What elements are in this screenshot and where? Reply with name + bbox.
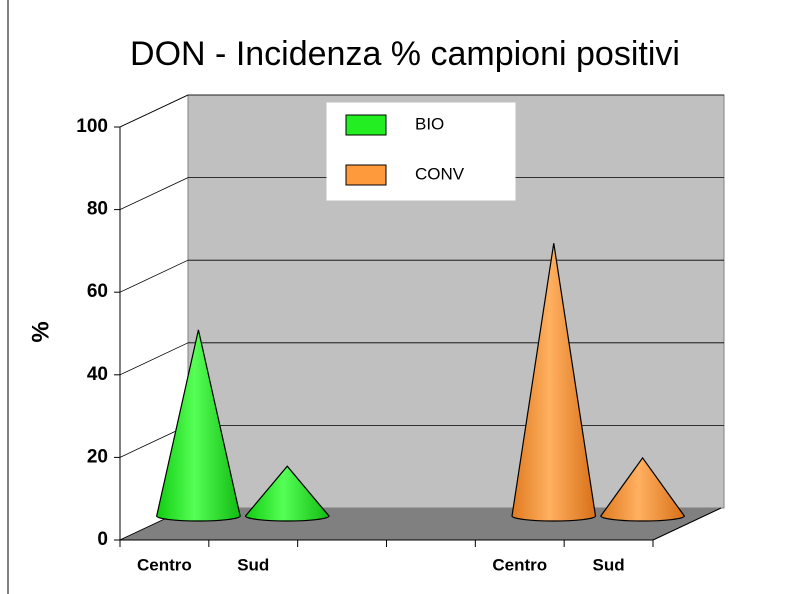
- cone: [244, 465, 330, 522]
- y-tick-label: 100: [76, 116, 108, 137]
- cone: [600, 456, 685, 522]
- cone: [156, 329, 241, 522]
- legend-label: CONV: [415, 164, 465, 183]
- legend-swatch: [345, 164, 387, 186]
- chart-title: DON - Incidenza % campioni positivi: [130, 35, 680, 73]
- cone: [511, 243, 597, 522]
- x-tick-label: Sud: [593, 555, 625, 574]
- floor-edge: [652, 507, 722, 541]
- x-tick-label: Centro: [137, 555, 192, 574]
- y-axis-label: %: [27, 321, 54, 342]
- grid-line: [119, 94, 189, 128]
- legend-label: BIO: [415, 114, 444, 133]
- y-tick-label: 80: [87, 199, 108, 220]
- x-tick-label: Centro: [492, 555, 547, 574]
- y-tick-label: 0: [97, 529, 108, 550]
- grid-line: [119, 177, 189, 210]
- y-tick-label: 40: [87, 364, 108, 385]
- y-tick-label: 60: [87, 281, 108, 302]
- x-tick-label: Sud: [237, 555, 269, 574]
- grid-line: [119, 342, 189, 376]
- grid-line: [119, 259, 189, 293]
- legend-swatch: [345, 114, 387, 136]
- y-tick-label: 20: [87, 446, 108, 467]
